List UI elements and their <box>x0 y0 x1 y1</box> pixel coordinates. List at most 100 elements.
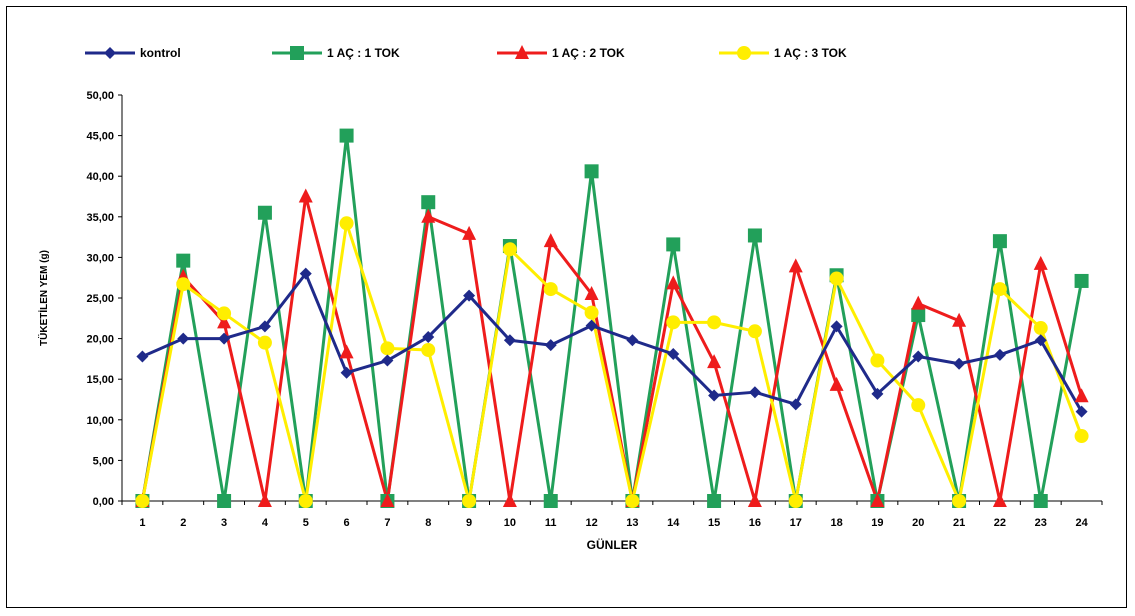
x-tick-label: 19 <box>871 517 883 529</box>
chart-frame: 0,00 5,00 10,00 15,00 20,00 25,00 30,00 35,00 40… <box>6 6 1127 608</box>
data-point <box>870 493 885 507</box>
data-point <box>502 242 517 257</box>
y-tick-label: 15,00 <box>86 374 114 386</box>
data-point <box>1034 334 1047 347</box>
x-tick-label: 5 <box>303 517 309 529</box>
y-axis-title: TÜKETİLEN YEM (g) <box>37 250 50 346</box>
data-point <box>422 330 435 343</box>
series-line <box>140 134 1084 503</box>
data-point <box>257 335 272 350</box>
data-point <box>1033 255 1048 270</box>
y-tick-label: 40,00 <box>86 171 114 183</box>
data-point <box>830 320 843 333</box>
data-point <box>298 188 313 203</box>
data-point <box>1033 494 1048 508</box>
data-point <box>911 398 926 413</box>
data-point <box>829 271 844 286</box>
data-point <box>1033 321 1048 336</box>
y-tick-label: 0,00 <box>93 496 114 508</box>
data-point <box>340 366 353 379</box>
data-point <box>708 389 721 402</box>
x-tick-label: 24 <box>1075 517 1088 529</box>
x-tick-label: 21 <box>953 517 965 529</box>
data-point <box>707 354 722 369</box>
x-tick-label: 2 <box>180 517 186 529</box>
x-tick-label: 18 <box>830 517 842 529</box>
data-point <box>585 319 598 332</box>
data-point <box>339 344 354 359</box>
legend-label: 1 AÇ : 2 TOK <box>552 46 625 60</box>
data-point <box>544 339 557 352</box>
data-point <box>666 275 681 290</box>
data-point <box>584 305 599 320</box>
series-lines <box>140 134 1084 503</box>
data-point <box>707 315 722 330</box>
x-tick-label: 7 <box>384 517 390 529</box>
data-point <box>176 253 191 268</box>
y-tick-label: 30,00 <box>86 252 114 264</box>
legend-marker <box>104 47 116 59</box>
data-point <box>789 398 802 411</box>
y-tick-label: 5,00 <box>93 455 114 467</box>
data-point <box>257 493 272 507</box>
x-tick-label: 15 <box>708 517 720 529</box>
data-point <box>952 312 967 327</box>
y-tick-label: 20,00 <box>86 334 114 346</box>
data-point <box>463 289 476 302</box>
data-point <box>952 494 967 508</box>
data-point <box>257 205 272 220</box>
data-point <box>421 342 436 357</box>
data-point <box>871 387 884 400</box>
data-point <box>992 282 1007 297</box>
x-tick-label: 14 <box>667 517 680 529</box>
data-point <box>788 258 803 273</box>
data-point <box>339 216 354 231</box>
data-point <box>666 237 681 252</box>
x-tick-label: 8 <box>425 517 431 529</box>
y-tick-label: 10,00 <box>86 415 114 427</box>
data-point <box>135 494 150 508</box>
data-point <box>911 295 926 310</box>
data-point <box>993 348 1006 361</box>
data-point <box>626 334 639 347</box>
x-tick-label: 11 <box>545 517 557 529</box>
series-line <box>140 221 1083 503</box>
data-point <box>543 233 558 248</box>
series-markers <box>135 128 1089 508</box>
data-point <box>217 306 232 321</box>
data-point <box>911 308 926 323</box>
data-point <box>1074 273 1089 288</box>
y-tick-label: 45,00 <box>86 131 114 143</box>
data-point <box>503 334 516 347</box>
data-point <box>992 493 1007 507</box>
data-point <box>666 315 681 330</box>
data-point <box>381 354 394 367</box>
series-line <box>141 272 1083 413</box>
data-point <box>136 350 149 363</box>
x-tick-label: 20 <box>912 517 924 529</box>
data-point <box>462 225 477 240</box>
data-point <box>543 282 558 297</box>
legend-marker <box>290 46 304 60</box>
data-point <box>217 314 232 329</box>
data-point <box>258 320 271 333</box>
data-point <box>625 494 640 508</box>
legend-label: kontrol <box>140 46 181 60</box>
legend-marker <box>515 45 529 59</box>
data-point <box>1075 405 1088 418</box>
data-point <box>421 208 436 223</box>
data-point <box>747 324 762 339</box>
y-tick-label: 35,00 <box>86 212 114 224</box>
x-tick-label: 16 <box>749 517 761 529</box>
data-point <box>462 494 477 508</box>
data-point <box>299 267 312 280</box>
data-point <box>788 494 803 508</box>
x-tick-label: 6 <box>344 517 350 529</box>
x-tick-label: 13 <box>626 517 638 529</box>
data-point <box>176 277 191 292</box>
legend-label: 1 AÇ : 3 TOK <box>774 46 847 60</box>
data-point <box>953 357 966 370</box>
data-point <box>584 285 599 300</box>
data-point <box>177 332 190 345</box>
data-point <box>870 353 885 368</box>
